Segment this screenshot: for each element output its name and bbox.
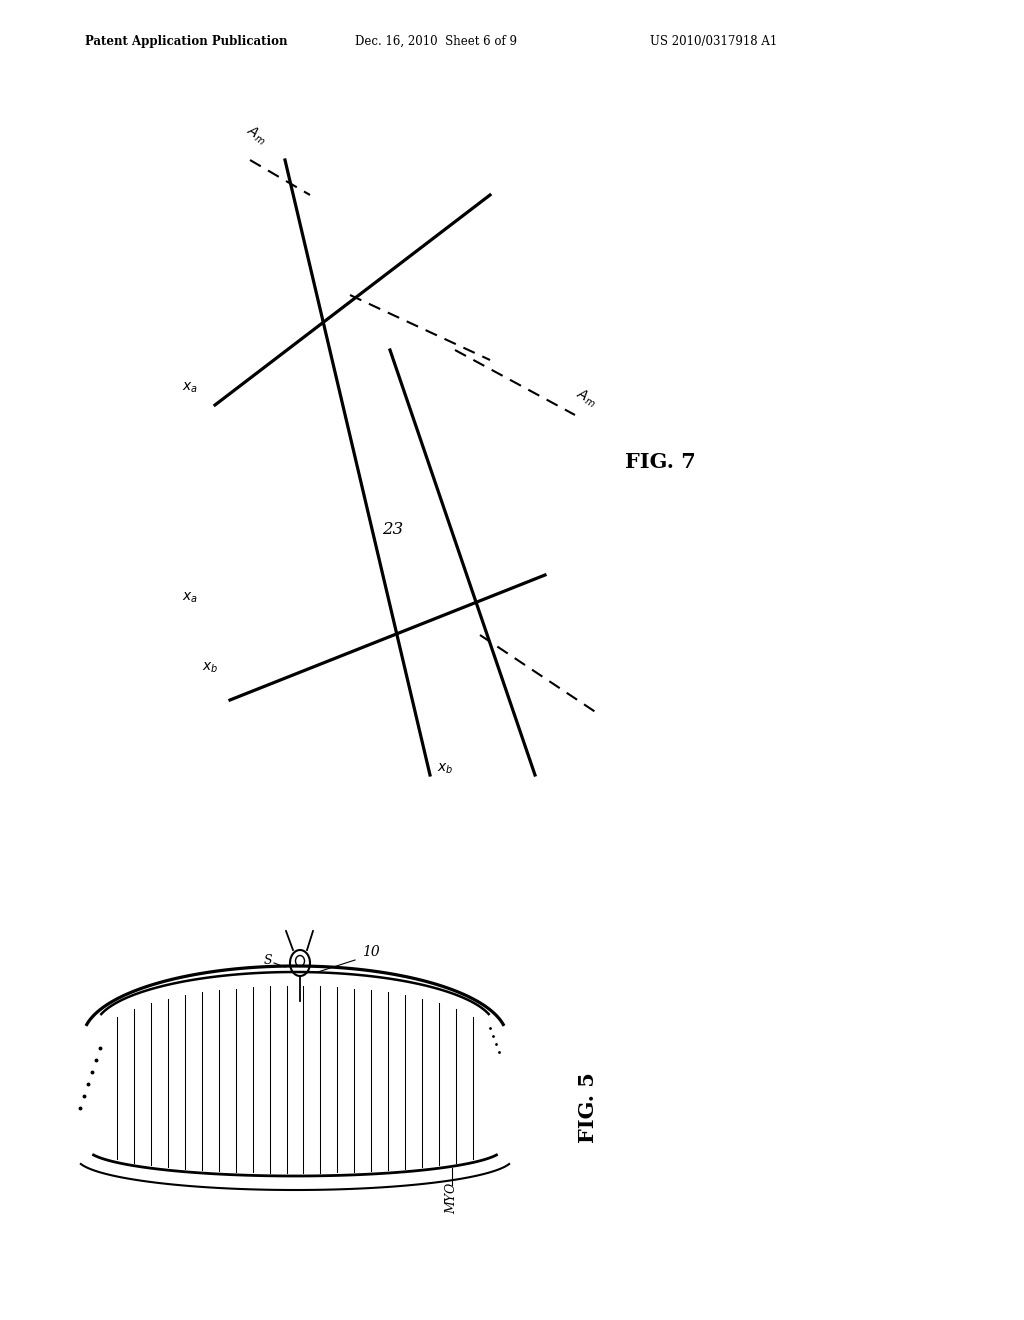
Text: $x_a$: $x_a$: [182, 380, 198, 395]
Text: Patent Application Publication: Patent Application Publication: [85, 36, 288, 48]
Text: US 2010/0317918 A1: US 2010/0317918 A1: [650, 36, 777, 48]
Text: FIG. 7: FIG. 7: [625, 451, 695, 473]
Text: S: S: [264, 953, 272, 966]
Text: $A_m$: $A_m$: [573, 385, 599, 411]
Text: 23: 23: [382, 521, 403, 539]
Text: $A_m$: $A_m$: [243, 123, 269, 148]
Text: 10: 10: [362, 945, 380, 960]
Text: FIG. 5: FIG. 5: [578, 1073, 598, 1143]
Text: Dec. 16, 2010  Sheet 6 of 9: Dec. 16, 2010 Sheet 6 of 9: [355, 36, 517, 48]
Text: $x_b$: $x_b$: [202, 661, 218, 676]
Text: $x_a$: $x_a$: [182, 591, 198, 605]
Text: $x_b$: $x_b$: [436, 762, 453, 776]
Text: MYO: MYO: [445, 1183, 459, 1213]
